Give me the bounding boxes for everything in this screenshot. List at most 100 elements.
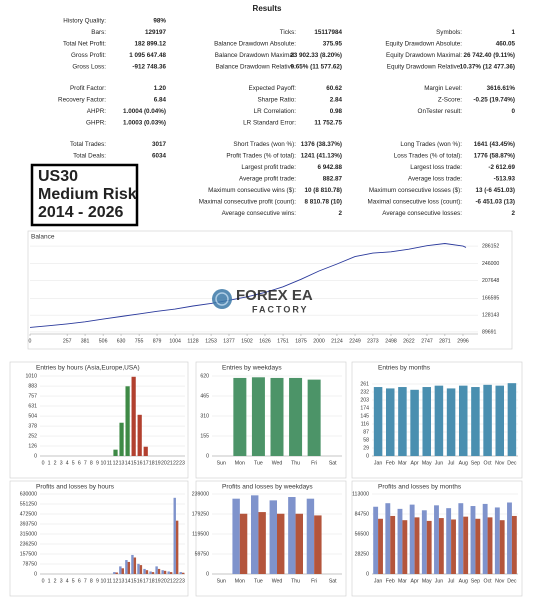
stat-label: Balance Drawdown Relative:	[215, 64, 296, 71]
y-tick-label: 179250	[192, 511, 209, 517]
y-tick-label: 126	[28, 443, 37, 449]
stat-value: 1.0003 (0.03%)	[123, 120, 166, 127]
bar	[434, 385, 444, 456]
bar	[175, 520, 179, 574]
bar	[470, 506, 476, 574]
x-tick-label: 630	[117, 338, 126, 344]
bar	[173, 497, 176, 574]
bar	[127, 561, 131, 574]
y-tick-label: 883	[28, 383, 37, 389]
bar	[426, 520, 432, 574]
stat-value: 129197	[145, 29, 167, 36]
stat-label: Average loss trade:	[408, 176, 462, 183]
stat-label: Symbols:	[436, 29, 462, 36]
x-tick-label: 2000	[313, 338, 325, 344]
stat-label: Z-Score:	[438, 97, 462, 104]
x-tick-label: Thu	[291, 460, 300, 466]
stat-value: 3616.61%	[487, 85, 516, 92]
badge-line: 2014 - 2026	[38, 204, 124, 221]
x-tick-label: Fri	[311, 578, 317, 584]
x-tick-label: Nov	[495, 460, 505, 466]
stat-value: 1376 (38.37%)	[301, 141, 342, 148]
x-tick-label: 16	[137, 460, 143, 466]
chart-title: Profits and losses by weekdays	[222, 484, 313, 491]
x-tick-label: 1875	[295, 338, 307, 344]
x-tick-label: 23	[179, 460, 185, 466]
stat-value: 3017	[152, 141, 167, 148]
y-tick-label: 0	[366, 571, 369, 577]
bar	[163, 570, 167, 574]
x-tick-label: 2	[54, 460, 57, 466]
stat-value: 98%	[153, 18, 166, 25]
x-tick-label: 257	[63, 338, 72, 344]
x-tick-label: 2	[54, 578, 57, 584]
x-tick-label: 19	[155, 460, 161, 466]
bar	[390, 515, 396, 574]
bar	[475, 518, 481, 574]
x-tick-label: 1253	[205, 338, 217, 344]
y-tick-label: 620	[200, 373, 209, 379]
stat-value: 23 902.33 (8.20%)	[290, 52, 342, 59]
stat-value: 1	[511, 29, 515, 36]
x-tick-label: Jan	[374, 460, 382, 466]
chart-title: Profits and losses by months	[378, 484, 462, 491]
x-tick-label: Thu	[291, 578, 300, 584]
report-title: Results	[253, 4, 282, 13]
bar	[269, 500, 277, 574]
y-tick-label: 87	[363, 429, 369, 435]
x-tick-label: 20	[161, 460, 167, 466]
x-tick-label: 16	[137, 578, 143, 584]
stat-label: Profit Factor:	[70, 85, 106, 92]
x-tick-label: Tue	[254, 578, 263, 584]
stat-label: AHPR:	[87, 108, 106, 115]
bar	[181, 572, 185, 574]
bar	[125, 560, 128, 574]
badge-line: Medium Risk	[38, 186, 137, 203]
stat-label: Largest profit trade:	[241, 164, 296, 171]
x-tick-label: Fri	[311, 460, 317, 466]
bar	[289, 377, 303, 456]
x-tick-label: Sep	[471, 460, 480, 466]
x-tick-label: 5	[72, 578, 75, 584]
bar	[483, 384, 492, 456]
x-tick-label: Sat	[329, 578, 337, 584]
stat-value: 15117984	[314, 29, 342, 36]
bar	[169, 572, 173, 574]
stat-label: Total Deals:	[73, 153, 106, 160]
x-tick-label: Dec	[507, 578, 517, 584]
x-tick-label: Apr	[411, 460, 419, 466]
x-tick-label: 11	[107, 460, 112, 466]
stat-value: 882.87	[323, 176, 343, 183]
bar	[446, 508, 452, 574]
stat-value: 460.05	[496, 41, 516, 48]
x-tick-label: Sun	[217, 460, 226, 466]
chart-title: Profits and losses by hours	[36, 484, 115, 491]
bar	[131, 554, 134, 574]
x-tick-label: 381	[81, 338, 90, 344]
bar	[402, 520, 408, 574]
bar	[251, 495, 259, 574]
x-tick-label: 17	[143, 460, 149, 466]
logo-line: FOREX EA	[236, 287, 313, 304]
bar	[149, 571, 152, 574]
x-tick-label: 22	[173, 460, 179, 466]
x-tick-label: 3	[60, 460, 63, 466]
stat-value: 13 (-6 451.03)	[475, 187, 515, 194]
y-tick-label: 246000	[482, 261, 499, 267]
stat-label: Loss Trades (% of total):	[394, 153, 462, 160]
bar	[446, 388, 456, 456]
stat-value: -513.93	[494, 176, 516, 183]
y-tick-label: 239000	[192, 491, 209, 497]
bar	[157, 568, 161, 574]
y-tick-label: 174	[360, 405, 369, 411]
x-tick-label: Aug	[459, 578, 468, 584]
stat-label: Equity Drawdown Relative:	[387, 64, 462, 71]
logo-globe	[212, 289, 232, 309]
x-tick-label: 2622	[403, 338, 415, 344]
x-tick-label: 10	[101, 578, 107, 584]
bar	[507, 383, 517, 456]
y-tick-label: 236250	[20, 541, 37, 547]
x-tick-label: 0	[42, 578, 45, 584]
stat-label: Largest loss trade:	[410, 164, 462, 171]
stat-value: 1 095 647.48	[129, 52, 166, 59]
